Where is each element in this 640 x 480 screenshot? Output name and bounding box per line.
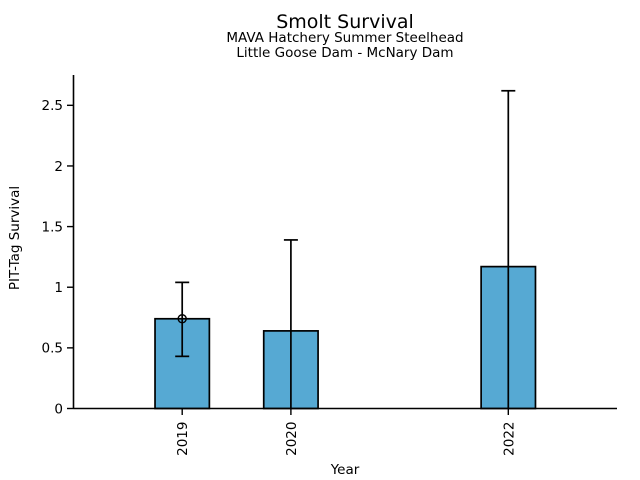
y-tick-label: 0.5 [42, 341, 63, 357]
chart-subtitle: MAVA Hatchery Summer Steelhead Little Go… [73, 31, 617, 61]
y-tick-label: 1.5 [42, 219, 63, 235]
y-tick-label: 1 [54, 280, 63, 296]
x-tick-label: 2022 [501, 422, 517, 456]
y-tick-label: 2.5 [42, 98, 63, 114]
x-tick-label: 2020 [284, 422, 300, 456]
chart-title: Smolt Survival [276, 11, 414, 33]
chart-subtitle-line-1: MAVA Hatchery Summer Steelhead [226, 30, 464, 46]
y-tick-label: 2 [54, 159, 63, 175]
point-marker-2019 [177, 314, 187, 324]
x-tick-label: 2019 [175, 422, 191, 456]
chart-subtitle-line-2: Little Goose Dam - McNary Dam [236, 45, 454, 61]
x-axis-label: Year [330, 462, 360, 478]
y-tick-label: 0 [54, 401, 63, 417]
